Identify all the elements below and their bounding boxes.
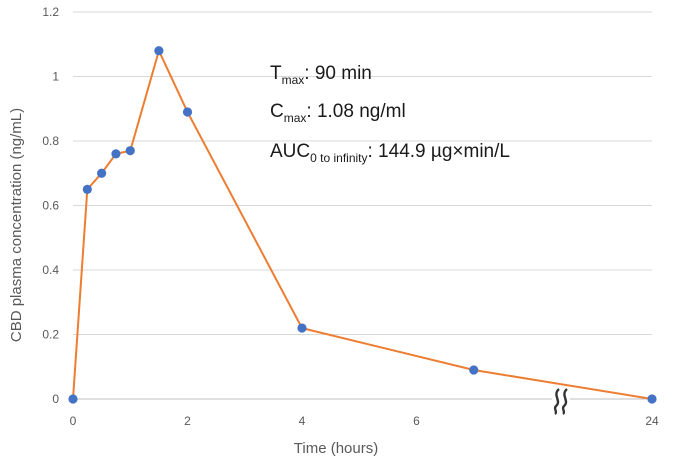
data-point — [297, 323, 307, 333]
y-axis-title: CBD plasma concentration (ng/mL) — [8, 108, 25, 342]
y-tick-label: 1 — [52, 70, 59, 84]
axis-break-icon — [561, 388, 568, 415]
data-point — [469, 365, 479, 375]
data-point — [125, 146, 135, 156]
x-tick-labels: 0 2 4 6 24 — [70, 414, 659, 428]
x-tick-label: 6 — [413, 414, 420, 428]
y-tick-label: 0.2 — [42, 328, 59, 342]
data-point — [647, 394, 657, 404]
data-point — [111, 149, 121, 159]
x-tick-label: 0 — [70, 414, 77, 428]
y-tick-label: 0.4 — [42, 263, 59, 277]
tmax-annotation: Tmax: 90 min — [270, 63, 372, 87]
y-tick-label: 1.2 — [42, 5, 59, 19]
y-tick-label: 0.8 — [42, 134, 59, 148]
axis-break — [552, 387, 570, 415]
y-tick-labels: 0 0.2 0.4 0.6 0.8 1 1.2 — [42, 5, 59, 406]
y-tick-label: 0 — [52, 392, 59, 406]
x-tick-label: 4 — [299, 414, 306, 428]
data-point — [97, 168, 107, 178]
pk-parameters: Tmax: 90 min Cmax: 1.08 ng/ml AUC0 to in… — [270, 63, 510, 165]
cmax-annotation: Cmax: 1.08 ng/ml — [270, 101, 406, 125]
grid-lines — [73, 11, 652, 335]
series — [68, 46, 657, 404]
y-tick-label: 0.6 — [42, 199, 59, 213]
x-axis-title: Time (hours) — [294, 440, 378, 457]
data-point — [154, 46, 164, 56]
data-point — [68, 394, 78, 404]
data-point — [82, 184, 92, 194]
series-line — [72, 47, 653, 400]
axis-break-icon — [553, 388, 560, 415]
x-tick-label: 24 — [645, 414, 659, 428]
x-tick-label: 2 — [184, 414, 191, 428]
auc-annotation: AUC0 to infinity: 144.9 µg×min/L — [270, 141, 510, 165]
data-point — [182, 107, 193, 117]
